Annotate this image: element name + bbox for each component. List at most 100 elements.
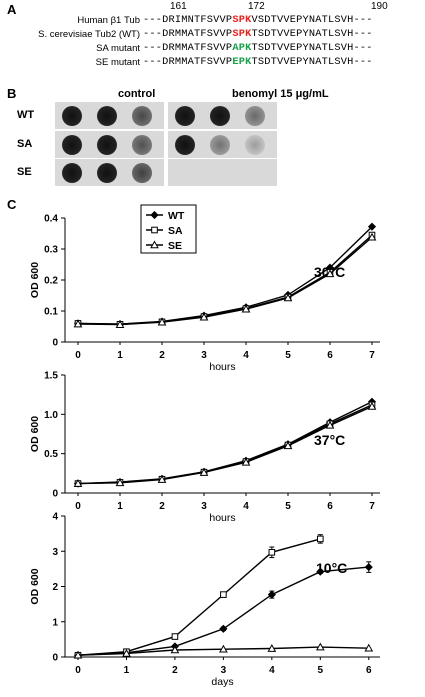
y-tick-label: 1: [52, 617, 58, 628]
data-point-se: [199, 312, 209, 321]
series-line-wt: [77, 566, 369, 656]
x-tick-label: 5: [318, 665, 324, 676]
y-tick-label: 4: [52, 512, 58, 523]
x-tick-label: 0: [75, 665, 81, 676]
data-point-wt: [219, 624, 228, 633]
x-tick-label: 3: [201, 501, 207, 512]
y-tick-label: 0.1: [44, 307, 58, 318]
sequence-label: SE mutant: [95, 57, 140, 68]
data-point-se: [122, 648, 131, 657]
sequence-suffix: TSDTVVEPYNATLSVH---: [251, 56, 373, 68]
legend-entry: SE: [168, 240, 182, 252]
yeast-spot: [175, 134, 195, 155]
position-172: 172: [248, 1, 265, 12]
phosphosite-highlight: EPK: [232, 56, 252, 68]
sequence-label: Human β1 Tub: [77, 15, 140, 26]
legend-entry: SA: [168, 225, 183, 237]
data-point-se: [199, 468, 209, 476]
y-tick-label: 1.0: [44, 410, 58, 421]
yeast-spot: [97, 105, 117, 126]
data-point-se: [157, 317, 167, 326]
strain-label: WT: [17, 109, 35, 121]
x-tick-label: 1: [124, 665, 130, 676]
data-point-sa: [151, 226, 158, 234]
sequence-prefix: ---DRMMATFSVVP: [143, 56, 233, 68]
y-axis-label: OD 600: [29, 568, 41, 604]
data-point-se: [367, 232, 377, 241]
panel-label-b: B: [7, 86, 17, 101]
x-tick-label: 3: [221, 665, 227, 676]
y-tick-label: 0: [52, 338, 58, 349]
data-point-se: [219, 644, 228, 653]
y-tick-label: 0.5: [44, 449, 58, 460]
y-tick-label: 0: [52, 653, 58, 664]
legend-entry: WT: [168, 210, 185, 222]
sequence-suffix: TSDTVVEPYNATLSVH---: [251, 28, 373, 40]
phosphosite-highlight: SPK: [232, 14, 252, 26]
yeast-spot: [62, 134, 82, 155]
sequence-prefix: ---DRMMATFSVVP: [143, 28, 233, 40]
data-point-sa: [317, 535, 324, 543]
data-point-se: [283, 441, 293, 450]
x-tick-label: 2: [159, 350, 165, 361]
yeast-spot: [132, 162, 152, 183]
series-line-sa: [77, 538, 321, 656]
data-point-se: [115, 478, 125, 487]
plate-row: [168, 159, 277, 186]
data-point-se: [73, 479, 83, 487]
data-point-se: [325, 420, 335, 429]
data-point-wt: [150, 210, 159, 220]
benomyl-title: benomyl 15 μg/mL: [232, 88, 329, 100]
sequence-text: ---DRMMATFSVVPSPKTSDTVVEPYNATLSVH---: [143, 28, 373, 40]
yeast-spot: [245, 105, 265, 126]
x-tick-label: 3: [201, 350, 207, 361]
data-point-se: [364, 643, 374, 652]
x-tick-label: 0: [75, 501, 81, 512]
phosphosite-highlight: APK: [232, 42, 252, 54]
x-axis-label: hours: [209, 361, 235, 373]
yeast-spot: [97, 162, 117, 183]
x-tick-label: 6: [327, 501, 333, 512]
x-tick-label: 1: [117, 350, 123, 361]
yeast-spot: [97, 134, 117, 155]
data-point-se: [170, 645, 180, 654]
sequence-label: S. cerevisiae Tub2 (WT): [38, 29, 140, 40]
y-tick-label: 0: [52, 489, 58, 500]
y-tick-label: 0.3: [44, 245, 58, 256]
x-axis-label: days: [211, 676, 233, 688]
sequence-text: ---DRIMNTFSVVPSPKVSDTVVEPYNATLSVH---: [143, 14, 373, 26]
x-tick-label: 2: [172, 665, 178, 676]
data-point-se: [115, 320, 125, 328]
data-point-se: [241, 457, 251, 466]
yeast-spot: [62, 105, 82, 126]
data-point-sa: [268, 549, 276, 556]
position-190: 190: [371, 1, 388, 12]
sequence-suffix: VSDTVVEPYNATLSVH---: [251, 14, 373, 26]
yeast-spot: [210, 134, 230, 155]
x-tick-label: 5: [285, 501, 291, 512]
panel-label-a: A: [7, 2, 17, 17]
sequence-text: ---DRMMATFSVVPEPKTSDTVVEPYNATLSVH---: [143, 56, 373, 68]
x-tick-label: 4: [243, 350, 249, 361]
y-axis-label: OD 600: [29, 416, 41, 452]
data-point-se: [73, 650, 83, 659]
data-point-se: [283, 293, 293, 302]
sequence-prefix: ---DRIMNTFSVVP: [143, 14, 233, 26]
series-line-se: [77, 236, 373, 326]
x-tick-label: 4: [269, 665, 275, 676]
strain-label: SE: [17, 166, 32, 178]
x-tick-label: 2: [159, 501, 165, 512]
yeast-spot: [62, 162, 82, 183]
temperature-annotation: 37°C: [314, 432, 345, 448]
data-point-se: [267, 644, 277, 652]
sequence-text: ---DRMMATFSVVPAPKTSDTVVEPYNATLSVH---: [143, 42, 373, 54]
data-point-se: [241, 304, 251, 313]
x-tick-label: 7: [369, 501, 375, 512]
x-tick-label: 5: [285, 350, 291, 361]
x-tick-label: 0: [75, 350, 81, 361]
yeast-spot: [132, 134, 152, 155]
data-point-se: [315, 642, 325, 651]
y-tick-label: 2: [52, 582, 58, 593]
x-tick-label: 7: [369, 350, 375, 361]
